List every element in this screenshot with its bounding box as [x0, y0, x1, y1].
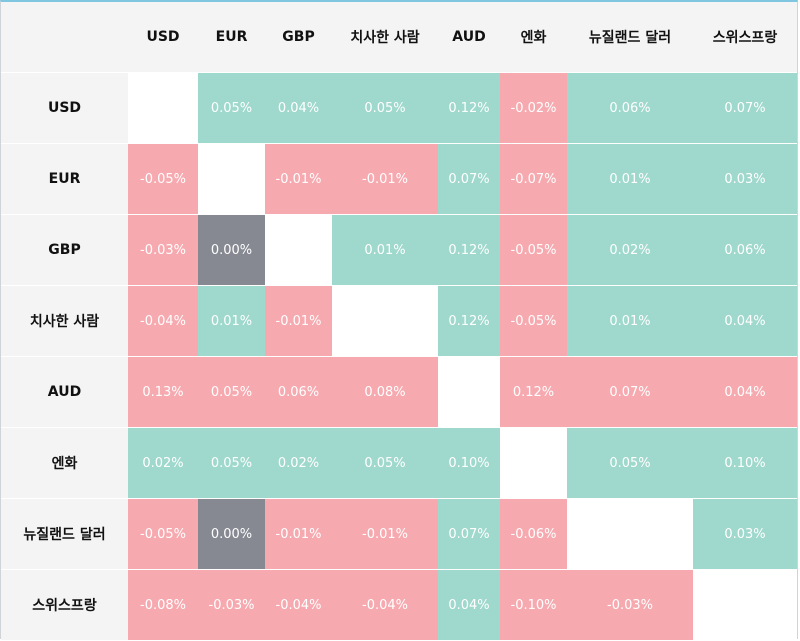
heatmap-cell-usd-gbp: 0.04% — [265, 72, 332, 144]
heatmap-cell-gbp-chf: 0.06% — [693, 214, 797, 286]
heatmap-cell-chf-aud: 0.04% — [438, 569, 500, 641]
heatmap-cell-chisahan-saram-nzd: 0.01% — [567, 285, 693, 357]
col-header-aud: AUD — [438, 2, 500, 73]
heatmap-cell-gbp-aud: 0.12% — [438, 214, 500, 286]
heatmap-cell-jpy-eur: 0.05% — [198, 427, 265, 499]
heatmap-cell-gbp-chisahan-saram: 0.01% — [332, 214, 438, 286]
heatmap-cell-aud-chf: 0.04% — [693, 356, 797, 428]
diagonal-cell — [693, 569, 797, 641]
corner-cell — [1, 2, 128, 73]
heatmap-cell-nzd-aud: 0.07% — [438, 498, 500, 570]
col-header-jpy: 엔화 — [500, 2, 567, 73]
heatmap-row-chisahan-saram: 치사한 사람 -0.04% 0.01% -0.01% 0.12% -0.05% 0.01% 0… — [1, 285, 797, 357]
heatmap-cell-gbp-usd: -0.03% — [128, 214, 198, 286]
heatmap-row-eur: EUR -0.05% -0.01% -0.01% 0.07% -0.07% 0.01% 0.0… — [1, 143, 797, 215]
heatmap-cell-usd-nzd: 0.06% — [567, 72, 693, 144]
heatmap-cell-chisahan-saram-aud: 0.12% — [438, 285, 500, 357]
diagonal-cell — [128, 72, 198, 144]
heatmap-cell-eur-gbp: -0.01% — [265, 143, 332, 215]
heatmap-row-aud: AUD 0.13% 0.05% 0.06% 0.08% 0.12% 0.07% 0.04% — [1, 356, 797, 428]
heatmap-cell-aud-gbp: 0.06% — [265, 356, 332, 428]
heatmap-cell-jpy-nzd: 0.05% — [567, 427, 693, 499]
row-header-eur: EUR — [1, 143, 128, 215]
heatmap-cell-chisahan-saram-eur: 0.01% — [198, 285, 265, 357]
heatmap-cell-gbp-jpy: -0.05% — [500, 214, 567, 286]
heatmap-cell-jpy-aud: 0.10% — [438, 427, 500, 499]
row-header-aud: AUD — [1, 356, 128, 428]
col-header-chisahan-saram: 치사한 사람 — [332, 2, 438, 73]
row-header-gbp: GBP — [1, 214, 128, 286]
col-header-usd: USD — [128, 2, 198, 73]
heatmap-cell-eur-nzd: 0.01% — [567, 143, 693, 215]
heatmap-cell-chf-jpy: -0.10% — [500, 569, 567, 641]
heatmap-cell-eur-jpy: -0.07% — [500, 143, 567, 215]
heatmap-cell-chf-nzd: -0.03% — [567, 569, 693, 641]
heatmap-cell-jpy-usd: 0.02% — [128, 427, 198, 499]
heatmap-cell-jpy-chisahan-saram: 0.05% — [332, 427, 438, 499]
heatmap-cell-chf-usd: -0.08% — [128, 569, 198, 641]
heatmap-cell-aud-chisahan-saram: 0.08% — [332, 356, 438, 428]
heatmap-cell-chisahan-saram-chf: 0.04% — [693, 285, 797, 357]
heatmap-cell-aud-jpy: 0.12% — [500, 356, 567, 428]
heatmap-cell-aud-nzd: 0.07% — [567, 356, 693, 428]
heatmap-cell-chisahan-saram-gbp: -0.01% — [265, 285, 332, 357]
diagonal-cell — [567, 498, 693, 570]
heatmap-cell-nzd-chf: 0.03% — [693, 498, 797, 570]
heatmap-cell-usd-chf: 0.07% — [693, 72, 797, 144]
heatmap-cell-aud-eur: 0.05% — [198, 356, 265, 428]
heatmap-cell-chf-eur: -0.03% — [198, 569, 265, 641]
row-header-nzd: 뉴질랜드 달러 — [1, 498, 128, 570]
heatmap-row-usd: USD 0.05% 0.04% 0.05% 0.12% -0.02% 0.06% 0.07% — [1, 72, 797, 144]
heatmap-cell-usd-eur: 0.05% — [198, 72, 265, 144]
heatmap-cell-usd-chisahan-saram: 0.05% — [332, 72, 438, 144]
diagonal-cell — [265, 214, 332, 286]
heatmap-cell-eur-usd: -0.05% — [128, 143, 198, 215]
col-header-nzd: 뉴질랜드 달러 — [567, 2, 693, 73]
diagonal-cell — [198, 143, 265, 215]
heatmap-cell-eur-chf: 0.03% — [693, 143, 797, 215]
col-header-eur: EUR — [198, 2, 265, 73]
row-header-chisahan-saram: 치사한 사람 — [1, 285, 128, 357]
col-header-gbp: GBP — [265, 2, 332, 73]
heatmap-cell-eur-chisahan-saram: -0.01% — [332, 143, 438, 215]
col-header-chf: 스위스프랑 — [693, 2, 797, 73]
heatmap-cell-nzd-eur: 0.00% — [198, 498, 265, 570]
heatmap-row-gbp: GBP -0.03% 0.00% 0.01% 0.12% -0.05% 0.02% 0.06% — [1, 214, 797, 286]
row-header-usd: USD — [1, 72, 128, 144]
heatmap-cell-chf-gbp: -0.04% — [265, 569, 332, 641]
diagonal-cell — [332, 285, 438, 357]
heatmap-cell-eur-aud: 0.07% — [438, 143, 500, 215]
heatmap-row-jpy: 엔화 0.02% 0.05% 0.02% 0.05% 0.10% 0.05% 0.10% — [1, 427, 797, 499]
diagonal-cell — [438, 356, 500, 428]
heatmap-cell-gbp-eur: 0.00% — [198, 214, 265, 286]
heatmap-cell-chisahan-saram-usd: -0.04% — [128, 285, 198, 357]
heatmap-cell-usd-aud: 0.12% — [438, 72, 500, 144]
heatmap-cell-nzd-usd: -0.05% — [128, 498, 198, 570]
heatmap-cell-usd-jpy: -0.02% — [500, 72, 567, 144]
row-header-chf: 스위스프랑 — [1, 569, 128, 641]
heatmap-cell-jpy-chf: 0.10% — [693, 427, 797, 499]
heatmap-cell-nzd-chisahan-saram: -0.01% — [332, 498, 438, 570]
heatmap-cell-jpy-gbp: 0.02% — [265, 427, 332, 499]
diagonal-cell — [500, 427, 567, 499]
heatmap-cell-nzd-jpy: -0.06% — [500, 498, 567, 570]
heatmap-cell-chisahan-saram-jpy: -0.05% — [500, 285, 567, 357]
heatmap-row-nzd: 뉴질랜드 달러 -0.05% 0.00% -0.01% -0.01% 0.07% -0.06… — [1, 498, 797, 570]
heatmap-cell-gbp-nzd: 0.02% — [567, 214, 693, 286]
row-header-jpy: 엔화 — [1, 427, 128, 499]
heatmap-row-chf: 스위스프랑 -0.08% -0.03% -0.04% -0.04% 0.04% -0.10%… — [1, 569, 797, 641]
heatmap-cell-aud-usd: 0.13% — [128, 356, 198, 428]
heatmap-cell-nzd-gbp: -0.01% — [265, 498, 332, 570]
heatmap-cell-chf-chisahan-saram: -0.04% — [332, 569, 438, 641]
